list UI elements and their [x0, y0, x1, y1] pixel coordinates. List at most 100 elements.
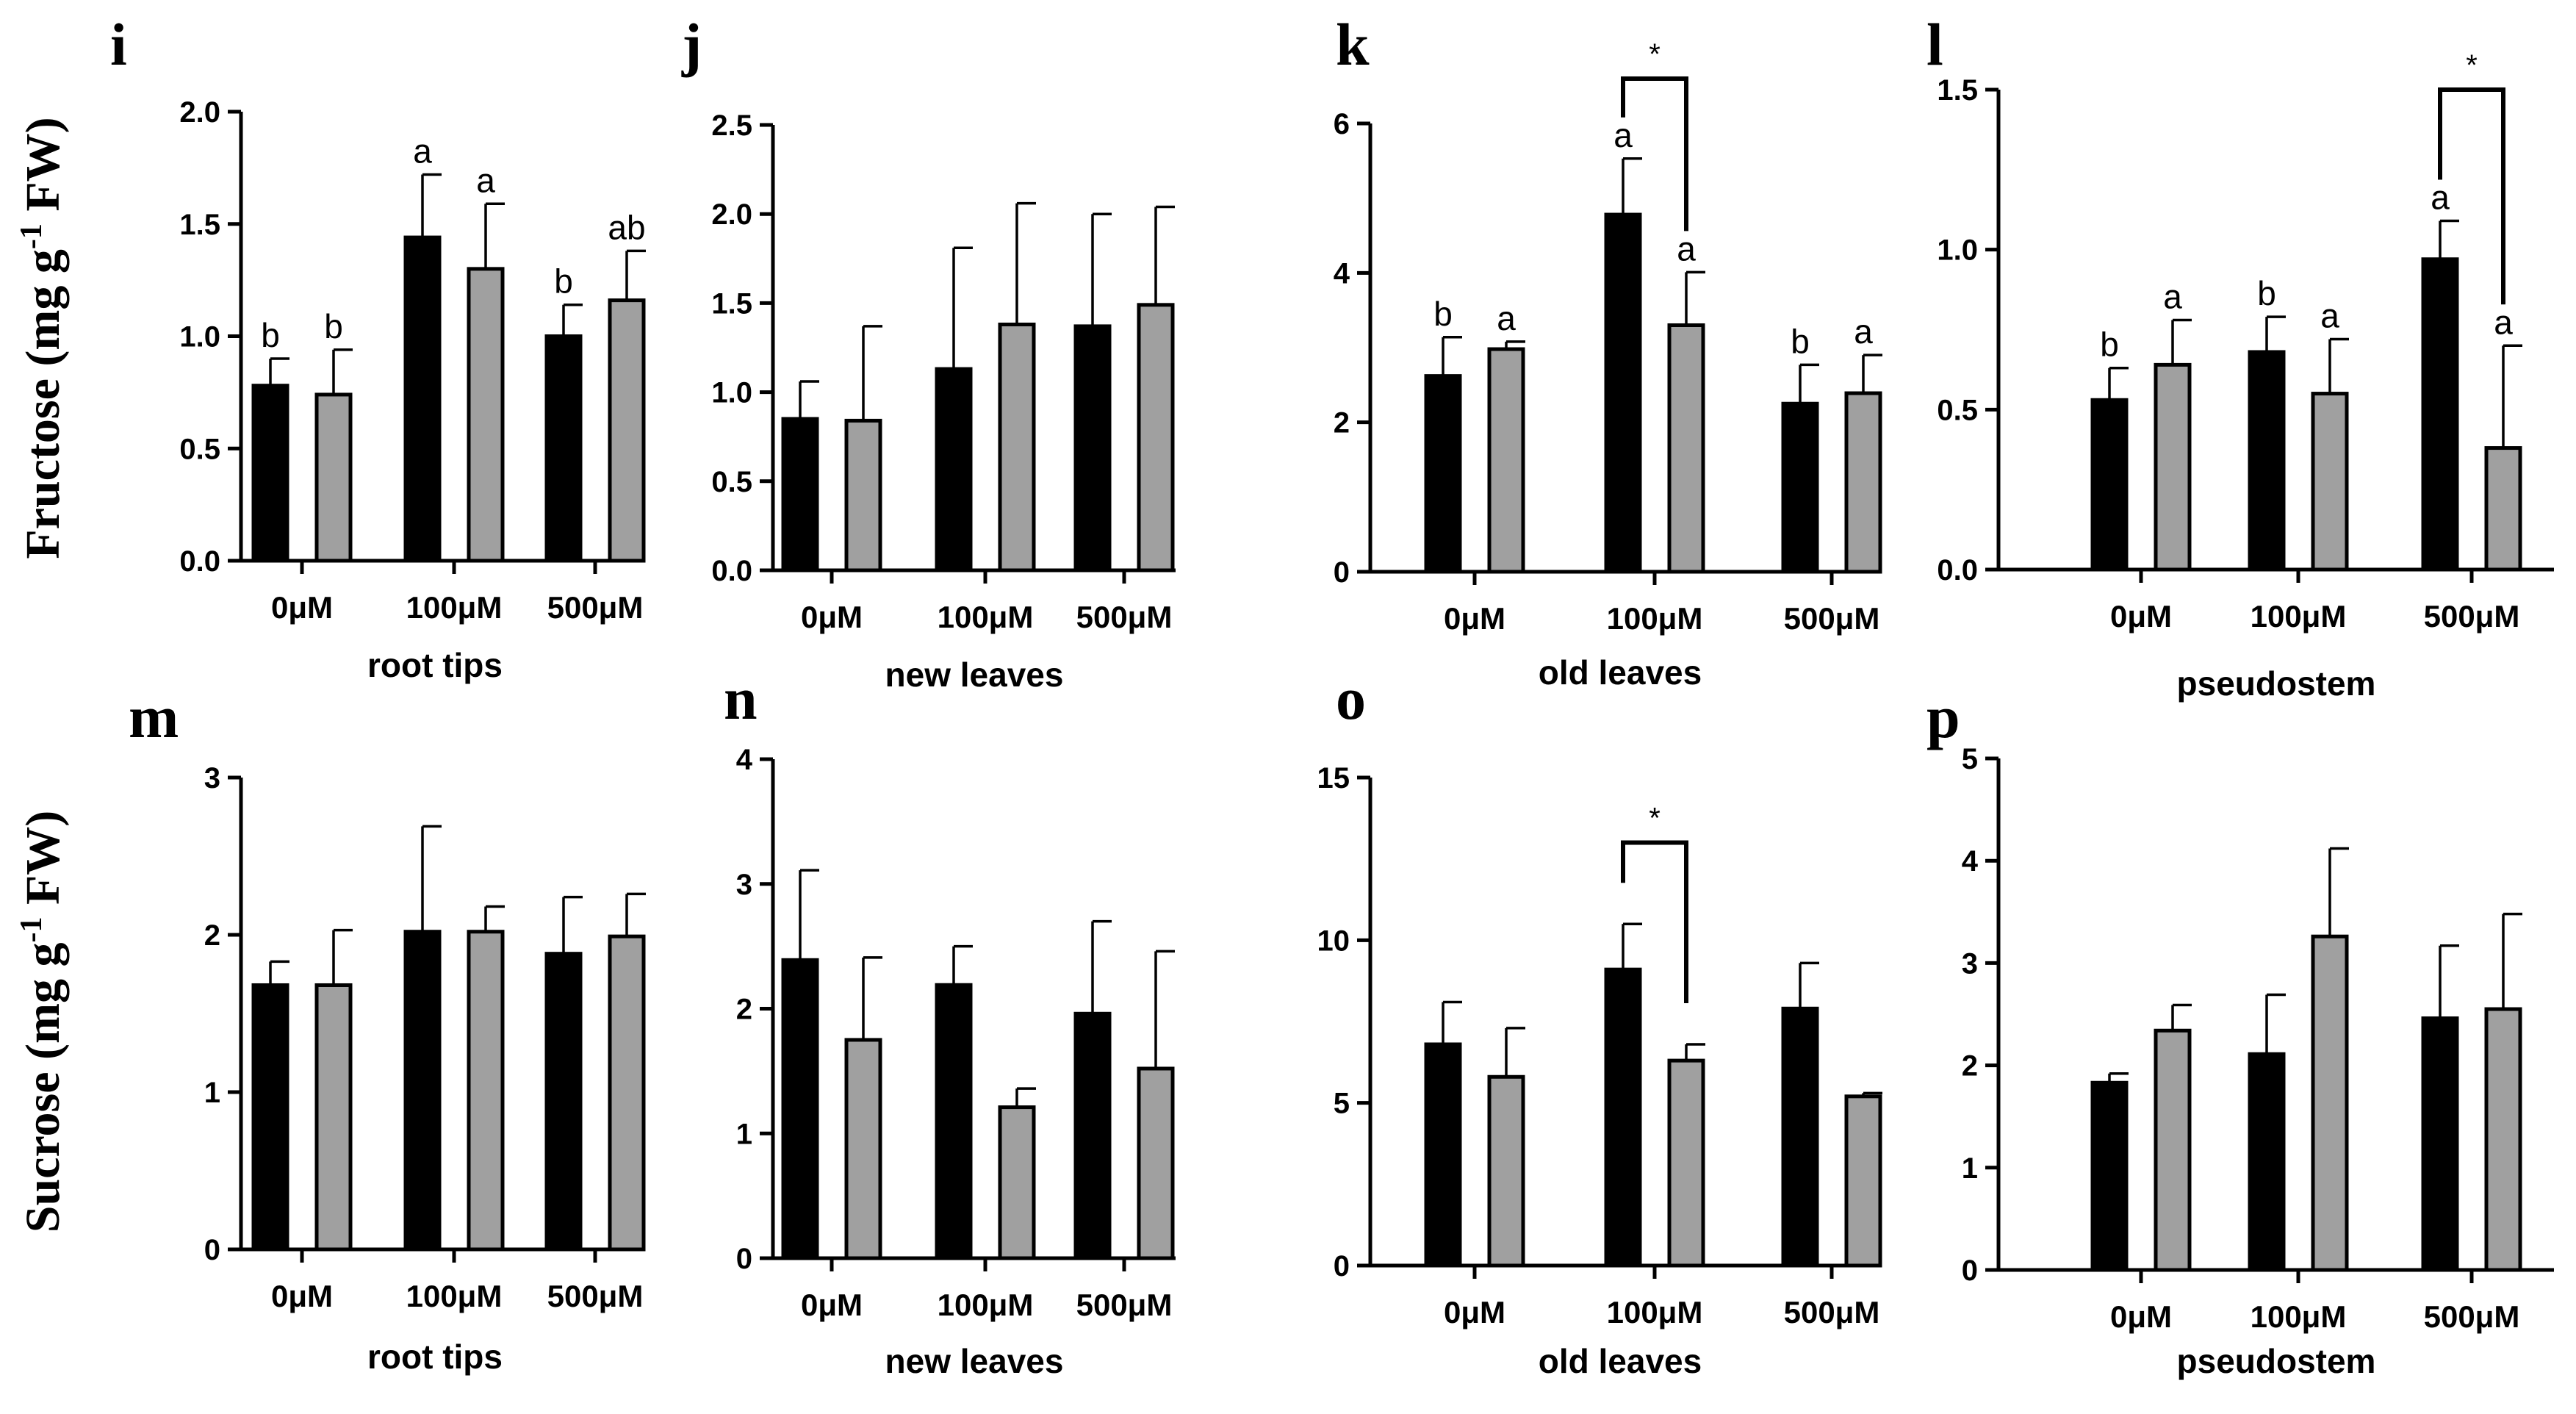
- bar-black: [2090, 1080, 2129, 1272]
- x-category-label: 100μM: [406, 1279, 503, 1313]
- significance-star: *: [1649, 803, 1661, 835]
- bar-gray: [314, 392, 353, 563]
- x-category-label: 100μM: [2251, 599, 2347, 634]
- x-category-label: 0μM: [1444, 1295, 1505, 1329]
- y-tick-label: 0.0: [711, 555, 752, 587]
- significance-letter: a: [2431, 178, 2450, 216]
- x-category-label: 500μM: [2424, 599, 2520, 634]
- bar-gray: [467, 267, 505, 563]
- panel-letter: l: [1926, 11, 1943, 78]
- bar-gray: [2311, 934, 2349, 1272]
- chart-panel-o: o 0 5 10 15 0μM 100μM 500μM * old leaves: [1317, 665, 1882, 1380]
- bar-gray: [2154, 1028, 2192, 1272]
- significance-bracket: [2438, 87, 2505, 305]
- panel-letter: i: [110, 11, 127, 78]
- bar-black: [781, 958, 819, 1260]
- x-category-label: 0μM: [801, 1288, 863, 1322]
- y-tick-label: 3: [736, 869, 752, 901]
- x-category-label: 500μM: [547, 1279, 644, 1313]
- x-category-label: 500μM: [1076, 600, 1173, 634]
- y-tick-label: 2: [204, 919, 220, 952]
- bar-gray: [2154, 362, 2192, 572]
- y-tick-label: 0.5: [179, 433, 220, 465]
- y-tick-label: 1: [1962, 1152, 1978, 1185]
- y-tick-label: 4: [1334, 257, 1350, 290]
- bar-gray: [314, 983, 353, 1252]
- y-tick-label: 2.0: [179, 96, 220, 129]
- bar-black: [1424, 374, 1462, 574]
- bar-black: [544, 952, 583, 1252]
- y-tick-label: 1.0: [179, 321, 220, 354]
- x-category-label: 100μM: [1607, 601, 1703, 636]
- y-tick-label: 3: [1962, 947, 1978, 980]
- significance-letter: a: [476, 161, 495, 199]
- significance-letter: a: [413, 132, 432, 171]
- bar-gray: [467, 930, 505, 1252]
- y-tick-label: 1.5: [1937, 74, 1978, 107]
- chart-panel-m: m 0 1 2 3 0μM 100μM 500μM root tips: [129, 683, 646, 1376]
- bar-black: [1073, 1011, 1112, 1260]
- x-category-label: 0μM: [1444, 601, 1505, 636]
- bar-gray: [998, 322, 1036, 573]
- y-tick-label: 0: [204, 1234, 220, 1266]
- bar-black: [1073, 324, 1112, 573]
- bar-gray: [998, 1105, 1036, 1260]
- x-category-label: 0μM: [801, 600, 863, 634]
- bar-gray: [844, 1038, 882, 1260]
- y-tick-label: 2: [1334, 407, 1350, 439]
- y-tick-label: 1.0: [711, 377, 752, 409]
- y-tick-label: 0.5: [711, 466, 752, 498]
- y-tick-label: 0.5: [1937, 394, 1978, 426]
- significance-letter: b: [324, 307, 343, 345]
- y-tick-label: 10: [1317, 925, 1350, 957]
- bar-gray: [1844, 1094, 1882, 1268]
- bar-black: [403, 930, 442, 1252]
- x-category-label: 100μM: [1607, 1295, 1703, 1329]
- chart-panel-k: k 0 2 4 6 0μM b a 100μM a a 500μM b a * old leaves: [1334, 11, 1882, 692]
- y-tick-label: 15: [1317, 762, 1350, 794]
- significance-letter: b: [2257, 274, 2276, 312]
- panel-letter: m: [129, 683, 179, 750]
- significance-star: *: [1649, 38, 1661, 71]
- significance-letter: a: [1497, 299, 1516, 337]
- y-tick-label: 1: [204, 1077, 220, 1109]
- significance-letter: a: [2494, 303, 2513, 341]
- significance-letter: b: [1433, 295, 1453, 333]
- y-tick-label: 4: [1962, 845, 1979, 878]
- panel-letter: p: [1926, 683, 1960, 750]
- x-category-label: 500μM: [1784, 1295, 1880, 1329]
- bar-gray: [1667, 1058, 1705, 1268]
- significance-letter: b: [1791, 322, 1810, 360]
- y-tick-label: 5: [1962, 743, 1978, 775]
- y-tick-label: 0: [1962, 1255, 1978, 1287]
- bar-gray: [1137, 303, 1175, 573]
- x-category-label: 100μM: [2251, 1299, 2347, 1334]
- x-category-label: 0μM: [2110, 1299, 2172, 1334]
- y-tick-label: 0: [1334, 1250, 1350, 1282]
- y-tick-label: 6: [1334, 108, 1350, 140]
- bar-black: [403, 235, 442, 563]
- y-tick-label: 3: [204, 762, 220, 794]
- y-tick-label: 1: [736, 1118, 752, 1150]
- y-tick-label: 0: [736, 1243, 752, 1275]
- bar-black: [251, 983, 289, 1252]
- chart-panel-p: p 0 1 2 3 4 5 0μM 100μM 500μM pseudostem: [1926, 683, 2554, 1380]
- x-axis-title: root tips: [367, 1338, 503, 1376]
- significance-letter: a: [2320, 297, 2339, 335]
- y-tick-label: 1.5: [179, 209, 220, 241]
- y-tick-label: 5: [1334, 1088, 1350, 1120]
- significance-letter: ab: [608, 208, 645, 246]
- significance-letter: a: [1854, 312, 1873, 351]
- significance-letter: b: [2100, 326, 2119, 364]
- bar-black: [935, 367, 973, 573]
- y-tick-label: 0.0: [179, 545, 220, 578]
- bar-gray: [2311, 392, 2349, 572]
- x-axis-title: new leaves: [885, 656, 1064, 694]
- x-category-label: 500μM: [1784, 601, 1880, 636]
- bar-gray: [1487, 347, 1525, 574]
- y-tick-label: 1.5: [711, 287, 752, 320]
- x-category-label: 0μM: [271, 590, 333, 625]
- panel-letter: j: [681, 11, 702, 78]
- bar-black: [2090, 398, 2129, 572]
- bar-gray: [1137, 1066, 1175, 1260]
